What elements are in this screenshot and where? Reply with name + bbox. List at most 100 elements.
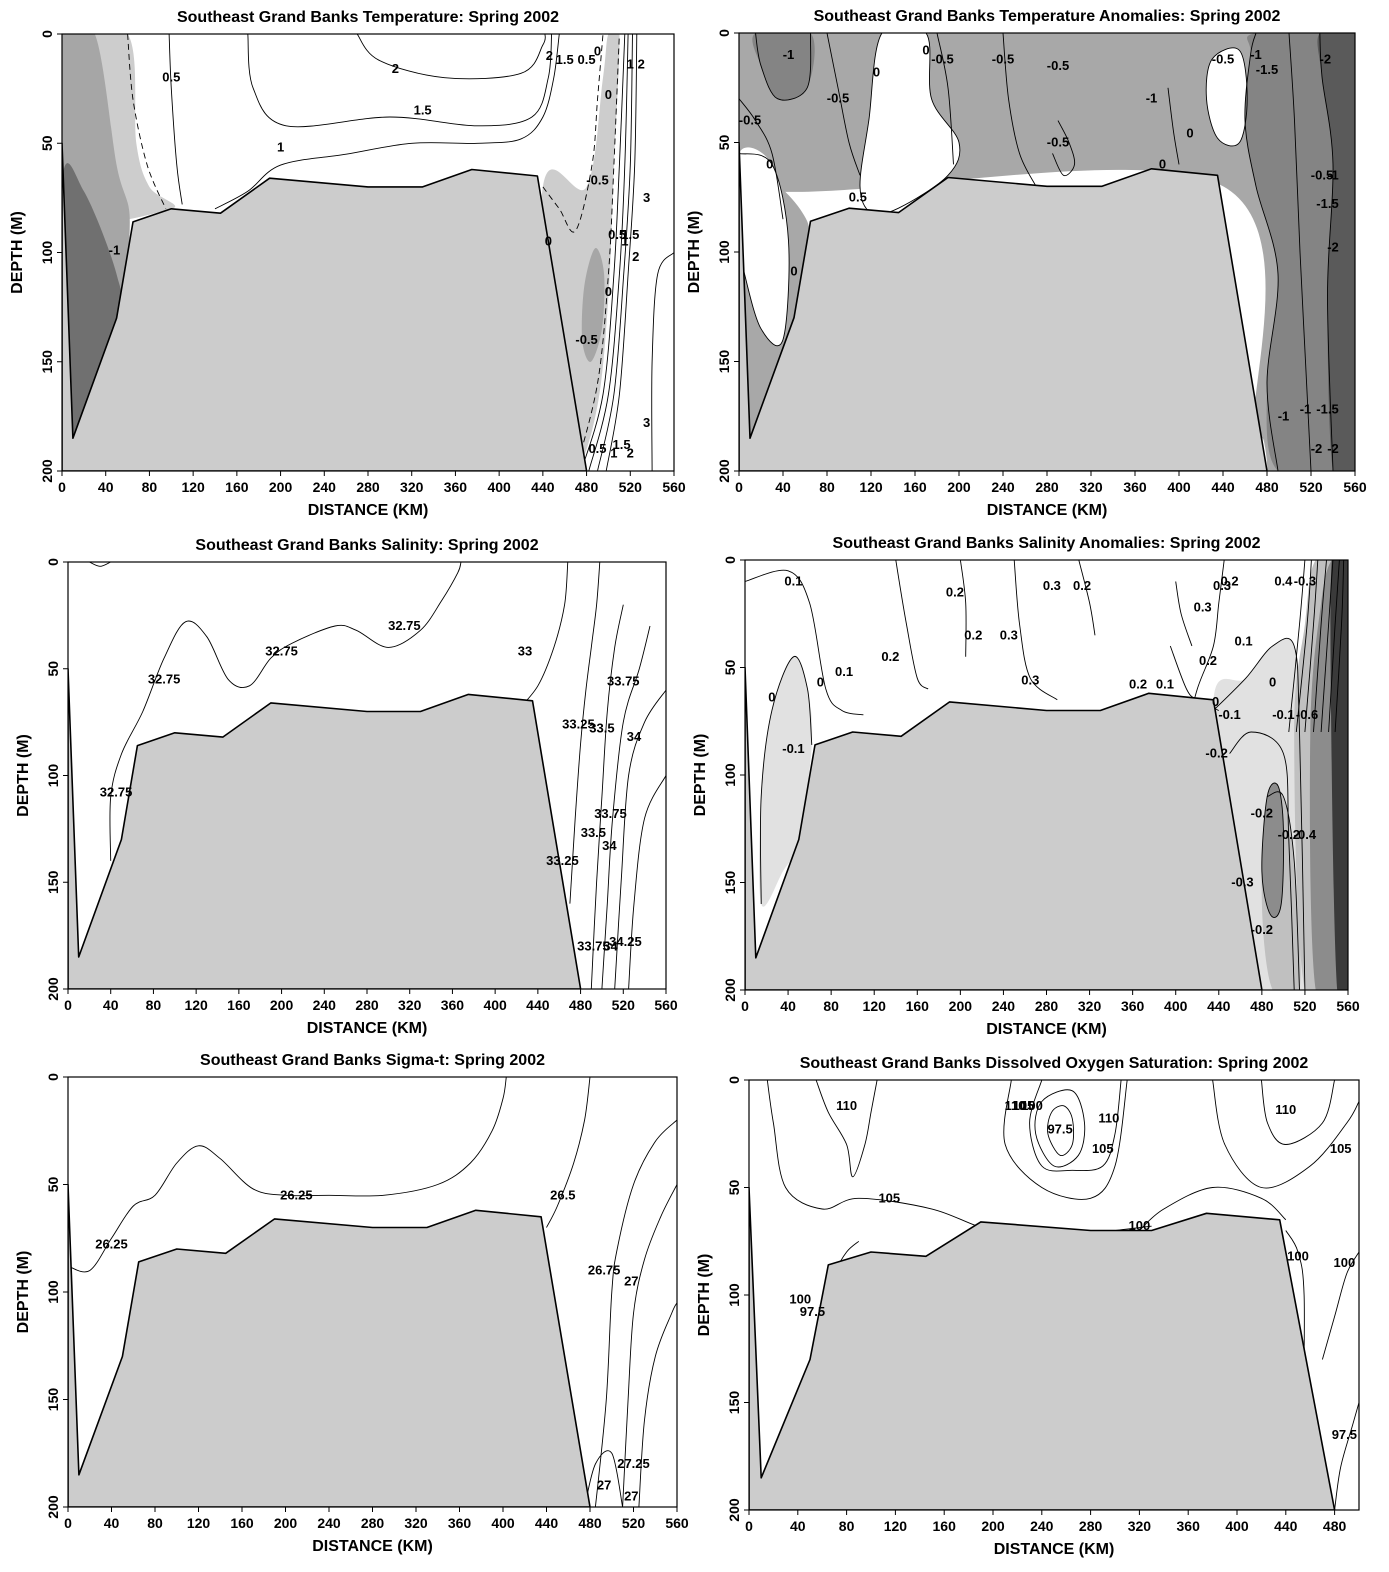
contour-label: -0.6 xyxy=(1296,707,1318,722)
contour-label-group: 0.5 xyxy=(608,227,626,242)
contour-label: -0.4 xyxy=(1294,827,1317,842)
contour-label: 34 xyxy=(603,938,618,953)
contour-label: 0 xyxy=(605,87,612,102)
contour-label-group: -2 xyxy=(1311,441,1323,456)
contour-label-group: -0.5 xyxy=(586,172,608,187)
x-tick-label: 280 xyxy=(1035,479,1059,495)
x-tick-label: 200 xyxy=(981,1518,1005,1534)
contour-label: 1 xyxy=(627,57,634,72)
contour-label: 0.2 xyxy=(1199,653,1217,668)
contour-label-group: -2 xyxy=(1320,51,1332,66)
contour-label: 110 xyxy=(1275,1102,1296,1117)
contour-line xyxy=(575,34,620,471)
contour-label: -0.5 xyxy=(1047,135,1069,150)
x-tick-label: 320 xyxy=(1128,1518,1152,1534)
y-axis-label: DEPTH (M) xyxy=(9,211,26,294)
x-axis-label: DISTANCE (KM) xyxy=(986,1021,1107,1038)
contour-label-group: 0 xyxy=(922,43,929,58)
y-tick-label: 50 xyxy=(716,135,732,151)
contour-label: 0.2 xyxy=(881,649,899,664)
x-tick-label: 0 xyxy=(64,1515,72,1531)
contour-label-group: 3 xyxy=(643,190,650,205)
contour-line xyxy=(590,604,624,989)
x-tick-label: 120 xyxy=(884,1518,908,1534)
contour-label: -2 xyxy=(1320,51,1332,66)
contour-label: -1 xyxy=(783,47,795,62)
x-tick-label: 320 xyxy=(398,997,422,1013)
x-tick-label: 0 xyxy=(64,997,72,1013)
contour-label: 33.5 xyxy=(589,721,614,736)
y-tick-label: 200 xyxy=(39,459,55,483)
contour-line xyxy=(605,34,638,471)
contour-line xyxy=(1321,1251,1359,1360)
contour-label-group: 0.3 xyxy=(1213,578,1231,593)
contour-line xyxy=(1244,33,1279,471)
x-tick-label: 40 xyxy=(103,997,119,1013)
y-tick-label: 0 xyxy=(45,1073,61,1081)
contour-line xyxy=(516,562,569,712)
contour-label-group: 26.75 xyxy=(588,1263,621,1278)
y-tick-label: 100 xyxy=(45,764,61,788)
contour-label: -1.5 xyxy=(1316,402,1338,417)
contour-label-group: -0.5 xyxy=(992,51,1014,66)
x-tick-label: 320 xyxy=(1079,479,1103,495)
contour-label: 27 xyxy=(624,1273,638,1288)
contour-line xyxy=(597,34,633,471)
contour-label-group: 2 xyxy=(638,57,645,72)
contour-line xyxy=(1003,1080,1128,1200)
contour-label-group: 34.25 xyxy=(609,934,642,949)
x-tick-label: 80 xyxy=(142,479,158,495)
contour-label-group: -0.2 xyxy=(1278,827,1300,842)
x-tick-label: 200 xyxy=(269,479,293,495)
contour-label: 2 xyxy=(546,48,553,63)
contour-line xyxy=(622,1184,677,1507)
contour-label-group: -0.1 xyxy=(1218,707,1240,722)
contour-label-group: 27 xyxy=(624,1488,638,1503)
x-tick-label: 480 xyxy=(1255,479,1279,495)
contour-line xyxy=(109,562,462,861)
y-tick-label: 100 xyxy=(39,241,55,265)
contour-label: -1.5 xyxy=(1256,62,1278,77)
contour-line xyxy=(584,1450,624,1507)
contour-label: 26.75 xyxy=(588,1263,621,1278)
contour-label-group: 1 xyxy=(610,446,617,461)
contour-label-group: -0.5 xyxy=(1212,51,1234,66)
contour-label-group: 0.1 xyxy=(784,574,802,589)
contour-label: -0.1 xyxy=(1218,707,1240,722)
x-tick-label: 120 xyxy=(181,479,205,495)
contour-label-group: 34 xyxy=(627,729,642,744)
contour-label: 0 xyxy=(922,43,929,58)
contour-fill xyxy=(759,656,813,907)
contour-label-group: -1 xyxy=(109,242,121,257)
contour-line xyxy=(1167,87,1180,165)
contour-label-group: -1 xyxy=(1146,91,1158,106)
contour-label-group: -2 xyxy=(1327,441,1339,456)
contour-line xyxy=(1029,1080,1122,1172)
contour-label: 26.5 xyxy=(550,1187,575,1202)
contour-label-group: 1 xyxy=(627,57,634,72)
y-tick-label: 200 xyxy=(45,1495,61,1519)
contour-label-group: -0.3 xyxy=(1294,574,1316,589)
contour-line xyxy=(638,1302,677,1507)
x-tick-label: 280 xyxy=(356,479,380,495)
contour-label-group: 110 xyxy=(1275,1102,1296,1117)
x-tick-label: 440 xyxy=(535,1515,559,1531)
contour-label: 0.1 xyxy=(784,574,802,589)
bank-topography xyxy=(68,668,582,989)
contour-label-group: -1 xyxy=(1250,47,1262,62)
x-tick-label: 160 xyxy=(227,997,251,1013)
contour-label: 0 xyxy=(1159,156,1166,171)
x-tick-label: 40 xyxy=(790,1518,806,1534)
x-tick-label: 240 xyxy=(313,997,337,1013)
contour-label: 0 xyxy=(873,64,880,79)
contour-line xyxy=(755,33,812,101)
contour-label: 97.5 xyxy=(1047,1121,1072,1136)
contour-label-group: -0.5 xyxy=(1047,135,1069,150)
contour-label: 0.2 xyxy=(1129,677,1147,692)
contour-line xyxy=(739,98,784,220)
contour-line xyxy=(815,1080,878,1178)
contour-line xyxy=(936,33,954,165)
contour-label: 0 xyxy=(545,234,552,249)
x-tick-label: 40 xyxy=(104,1515,120,1531)
